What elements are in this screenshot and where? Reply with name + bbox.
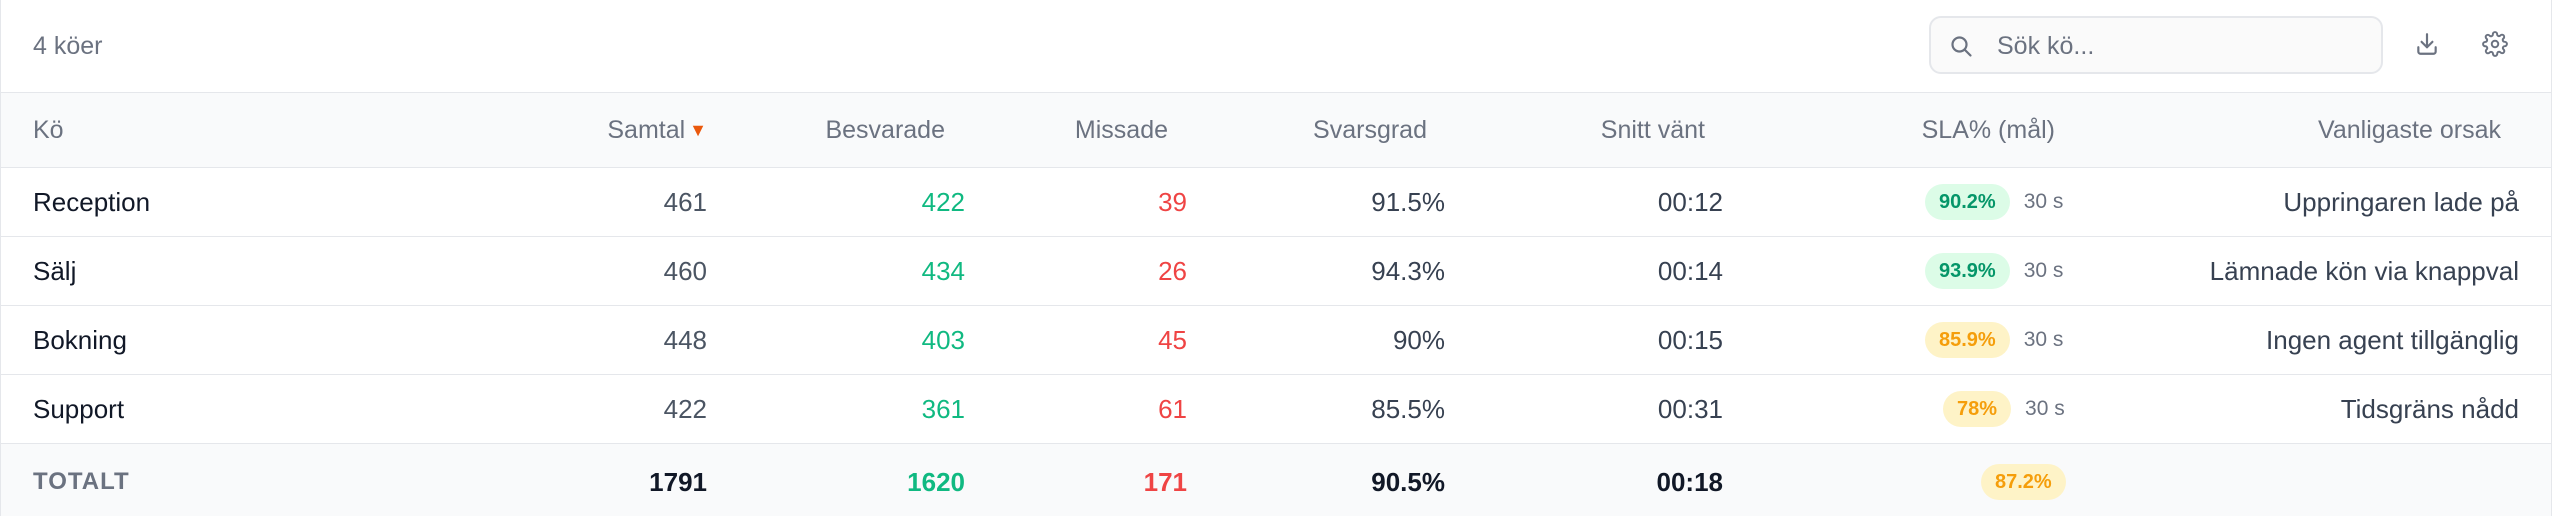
missed-value: 61 xyxy=(1158,393,1187,424)
search-icon xyxy=(1949,34,1973,58)
missed-value: 26 xyxy=(1158,255,1187,286)
avg-wait-value: 00:15 xyxy=(1657,324,1723,355)
column-header-queue[interactable]: Kö xyxy=(33,115,64,144)
toolbar: 4 köer xyxy=(1,0,2551,93)
avg-wait-value: 00:14 xyxy=(1657,255,1723,286)
queue-name: Support xyxy=(33,393,125,424)
table-row[interactable]: Reception 461 422 39 91.5% 00:12 90.2% 3… xyxy=(1,168,2551,237)
sla-cell: 85.9% 30 s xyxy=(1925,306,2063,374)
missed-value: 39 xyxy=(1158,186,1187,217)
answered-value: 422 xyxy=(921,186,965,217)
calls-value: 460 xyxy=(663,255,707,286)
top-reason-value: Uppringaren lade på xyxy=(2283,186,2519,217)
table-header: Kö Samtal ▼ Besvarade Missade Svarsgrad … xyxy=(1,93,2551,168)
top-reason-value: Tidsgräns nådd xyxy=(2340,393,2519,424)
answer-rate-value: 94.3% xyxy=(1371,255,1445,286)
sla-badge: 78% xyxy=(1943,391,2012,427)
column-header-avg-wait[interactable]: Snitt vänt xyxy=(1600,115,1705,144)
total-sla-badge: 87.2% xyxy=(1981,464,2066,500)
settings-button[interactable] xyxy=(2477,28,2513,64)
gear-icon xyxy=(2482,30,2508,62)
sla-badge: 85.9% xyxy=(1925,322,2010,358)
column-header-top-reason[interactable]: Vanligaste orsak xyxy=(2318,115,2501,144)
calls-value: 461 xyxy=(663,186,707,217)
column-header-answer-rate[interactable]: Svarsgrad xyxy=(1313,115,1427,144)
missed-value: 45 xyxy=(1158,324,1187,355)
total-answer-rate: 90.5% xyxy=(1371,466,1445,497)
sla-cell: 90.2% 30 s xyxy=(1925,168,2063,236)
total-answered: 1620 xyxy=(907,466,965,497)
table-row[interactable]: Sälj 460 434 26 94.3% 00:14 93.9% 30 s L… xyxy=(1,237,2551,306)
download-button[interactable] xyxy=(2409,28,2445,64)
total-label: TOTALT xyxy=(33,468,130,495)
avg-wait-value: 00:31 xyxy=(1657,393,1723,424)
sla-target: 30 s xyxy=(2023,328,2064,351)
total-sla-cell: 87.2% xyxy=(1981,444,2066,516)
top-reason-value: Lämnade kön via knappval xyxy=(2209,255,2519,286)
calls-value: 422 xyxy=(663,393,707,424)
total-avg-wait: 00:18 xyxy=(1656,466,1724,497)
total-row: TOTALT 1791 1620 171 90.5% 00:18 87.2% xyxy=(1,444,2551,516)
total-calls: 1791 xyxy=(649,466,707,497)
column-header-calls[interactable]: Samtal ▼ xyxy=(607,115,707,144)
search-input[interactable] xyxy=(1995,26,2369,66)
column-header-sla[interactable]: SLA% (mål) xyxy=(1921,115,2055,144)
column-header-answered[interactable]: Besvarade xyxy=(825,115,945,144)
column-header-missed[interactable]: Missade xyxy=(1074,115,1168,144)
answer-rate-value: 85.5% xyxy=(1371,393,1445,424)
queue-name: Bokning xyxy=(33,324,127,355)
table-row[interactable]: Bokning 448 403 45 90% 00:15 85.9% 30 s … xyxy=(1,306,2551,375)
total-missed: 171 xyxy=(1143,466,1187,497)
answered-value: 361 xyxy=(921,393,965,424)
answered-value: 403 xyxy=(921,324,965,355)
sla-cell: 93.9% 30 s xyxy=(1925,237,2063,305)
sla-badge: 93.9% xyxy=(1925,253,2010,289)
sla-cell: 78% 30 s xyxy=(1943,375,2065,443)
search-box[interactable] xyxy=(1929,16,2383,74)
answer-rate-value: 90% xyxy=(1392,324,1445,355)
calls-value: 448 xyxy=(663,324,707,355)
top-reason-value: Ingen agent tillgänglig xyxy=(2266,324,2519,355)
avg-wait-value: 00:12 xyxy=(1657,186,1723,217)
table-row[interactable]: Support 422 361 61 85.5% 00:31 78% 30 s … xyxy=(1,375,2551,444)
queue-name: Reception xyxy=(33,186,151,217)
answer-rate-value: 91.5% xyxy=(1371,186,1445,217)
sort-desc-icon: ▼ xyxy=(689,120,707,140)
sla-target: 30 s xyxy=(2023,259,2064,282)
answered-value: 434 xyxy=(921,255,965,286)
queue-name: Sälj xyxy=(33,255,77,286)
queue-count: 4 köer xyxy=(33,32,103,60)
sla-target: 30 s xyxy=(2025,397,2065,420)
download-icon xyxy=(2414,31,2440,62)
sla-badge: 90.2% xyxy=(1925,184,2010,220)
sla-target: 30 s xyxy=(2023,190,2064,213)
